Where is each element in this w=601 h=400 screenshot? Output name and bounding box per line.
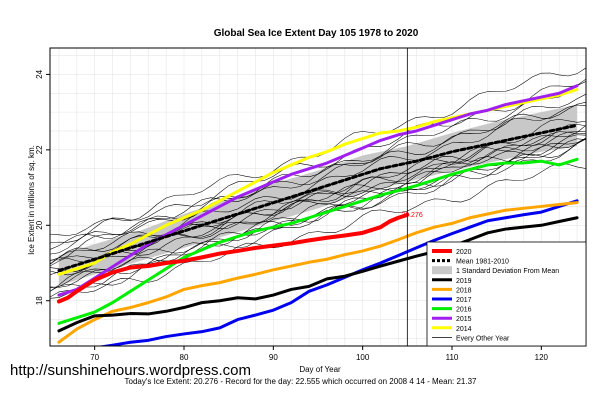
legend-label: 2020 (456, 249, 472, 256)
today-value-label: 20.276 (401, 212, 423, 219)
series-every-other-year (50, 123, 586, 265)
series-2015 (57, 84, 579, 297)
legend-label: Every Other Year (456, 335, 510, 342)
x-tick-label: 100 (356, 353, 370, 362)
footer-summary: Today's Ice Extent: 20.276 - Record for … (124, 377, 477, 386)
x-tick-label: 120 (535, 353, 549, 362)
series-every-other-year (50, 163, 586, 298)
x-tick-label: 80 (180, 353, 189, 362)
series-2018 (57, 201, 579, 344)
legend-label: 2014 (456, 326, 472, 333)
y-tick-label: 18 (35, 296, 44, 305)
series-every-other-year (50, 138, 586, 289)
x-tick-label: 110 (446, 353, 459, 362)
series-mean (57, 123, 579, 273)
series-every-other-year (50, 134, 586, 267)
series-every-other-year (50, 137, 586, 299)
y-tick-label: 20 (35, 220, 44, 229)
legend-box (426, 241, 587, 347)
legend-label: 2019 (456, 278, 472, 285)
std-dev-band (58, 104, 578, 286)
series-2020 (56, 212, 410, 304)
x-tick-label: 70 (90, 353, 99, 362)
series-2017 (97, 199, 579, 346)
series-every-other-year (50, 67, 586, 236)
plot-area: 20.276 (50, 48, 586, 346)
legend-label: 2018 (456, 287, 472, 294)
watermark-url: http://sunshinehours.wordpress.com (10, 362, 251, 379)
y-axis-label: Ice Extent in millions of sq. km. (27, 145, 36, 255)
x-axis-label: Day of Year (299, 365, 341, 374)
series-every-other-year (50, 78, 586, 261)
axes: 70 80 90 100 110 120 18 20 22 24 (35, 69, 549, 362)
legend-label: 2015 (456, 316, 472, 323)
legend-label: 2016 (456, 307, 472, 314)
legend-label: 2017 (456, 297, 472, 304)
chart-title: Global Sea Ice Extent Day 105 1978 to 20… (214, 28, 419, 39)
y-tick-label: 22 (35, 145, 44, 154)
series-every-other-year (50, 101, 586, 250)
plot-frame (49, 47, 587, 347)
series-2016 (57, 157, 579, 325)
series-2019 (57, 216, 579, 333)
series-every-other-year (50, 104, 586, 265)
legend-label: 1 Standard Deviation From Mean (456, 268, 559, 275)
y-tick-label: 24 (35, 69, 44, 78)
legend: 2020 Mean 1981-2010 1 Standard Deviation F… (426, 241, 587, 347)
x-tick-label: 90 (269, 353, 278, 362)
legend-label: Mean 1981-2010 (456, 259, 509, 266)
legend-swatch (432, 266, 452, 275)
